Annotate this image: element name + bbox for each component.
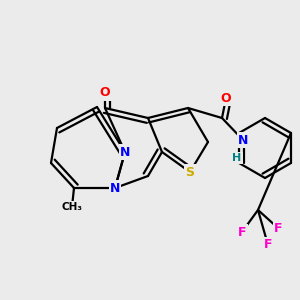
Text: O: O	[221, 92, 231, 104]
Text: N: N	[238, 134, 248, 146]
Text: S: S	[185, 166, 194, 178]
Text: F: F	[238, 226, 246, 238]
Text: F: F	[264, 238, 272, 251]
Text: N: N	[110, 182, 120, 194]
Text: N: N	[120, 146, 130, 158]
Text: F: F	[274, 221, 282, 235]
Text: O: O	[100, 86, 110, 100]
Text: CH₃: CH₃	[61, 202, 82, 212]
Text: H: H	[232, 153, 242, 163]
